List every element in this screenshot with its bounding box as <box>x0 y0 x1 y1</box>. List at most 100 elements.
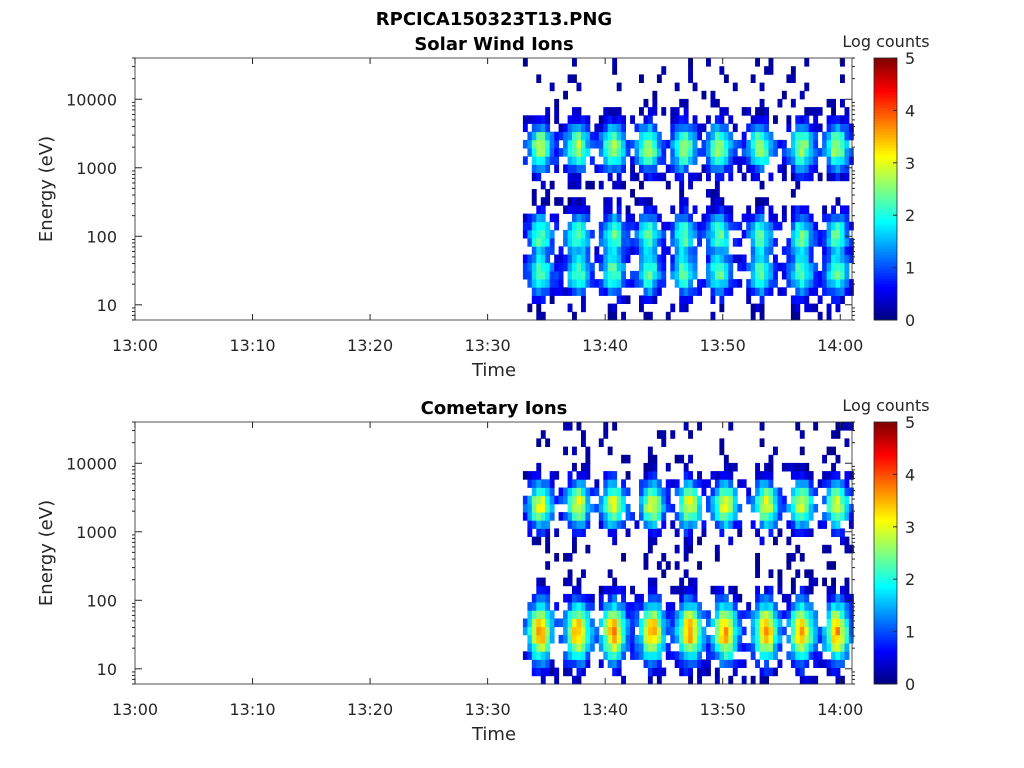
heatmap-cell <box>688 544 693 554</box>
heatmap-cell <box>607 569 613 578</box>
heatmap-cell <box>567 643 573 652</box>
heatmap-cell <box>746 602 752 611</box>
heatmap-cell <box>768 139 774 149</box>
heatmap-cell <box>773 148 778 157</box>
heatmap-cell <box>768 569 774 578</box>
heatmap-cell <box>647 446 653 456</box>
heatmap-cell <box>683 495 689 505</box>
heatmap-cell <box>581 438 586 447</box>
heatmap-cell <box>701 229 707 239</box>
colorbar-segment <box>874 249 897 253</box>
heatmap-cell <box>719 471 725 480</box>
heatmap-cell <box>728 520 734 529</box>
heatmap-cell <box>831 254 836 264</box>
heatmap-cell <box>522 503 528 513</box>
heatmap-cell <box>540 295 546 304</box>
heatmap-cell <box>692 585 698 595</box>
heatmap-cell <box>808 172 814 182</box>
heatmap-cell <box>603 651 609 660</box>
heatmap-cell <box>710 164 716 173</box>
heatmap-cell <box>777 221 783 231</box>
heatmap-cell <box>831 213 836 223</box>
heatmap-cell <box>661 438 667 447</box>
heatmap-cell <box>598 123 604 133</box>
heatmap-cell <box>598 512 604 521</box>
heatmap-cell <box>848 238 854 247</box>
heatmap-cell <box>804 659 810 668</box>
heatmap-cell <box>567 164 573 173</box>
heatmap-cell <box>835 471 841 480</box>
heatmap-cell <box>710 512 716 521</box>
heatmap-cell <box>710 229 716 239</box>
heatmap-cell <box>572 58 577 67</box>
heatmap-cell <box>759 279 765 288</box>
heatmap-cell <box>545 164 551 173</box>
heatmap-cell <box>813 487 819 497</box>
heatmap-cell <box>790 634 796 644</box>
x-tick-label: 13:40 <box>582 700 628 719</box>
heatmap-cell <box>831 287 836 296</box>
heatmap-cell <box>545 610 551 619</box>
colorbar-segment <box>874 553 897 557</box>
heatmap-cell <box>536 585 542 595</box>
heatmap-cell <box>759 107 765 116</box>
heatmap-cell <box>679 156 685 165</box>
heatmap-cell <box>674 454 680 464</box>
heatmap-cell <box>848 422 854 431</box>
colorbar-tick-label: 3 <box>905 154 915 173</box>
heatmap-cell <box>589 131 595 141</box>
heatmap-cell <box>612 618 618 628</box>
heatmap-cell <box>759 98 765 108</box>
heatmap-cell <box>831 610 836 619</box>
heatmap-cell <box>594 626 600 636</box>
heatmap-cell <box>786 262 792 272</box>
colorbar-segment <box>874 223 897 227</box>
heatmap-cell <box>679 197 685 206</box>
heatmap-cell <box>652 495 658 505</box>
heatmap-cell <box>616 602 622 611</box>
heatmap-cell <box>692 634 698 644</box>
heatmap-cell <box>634 593 640 603</box>
heatmap-cell <box>607 585 613 595</box>
heatmap-cell <box>647 107 653 116</box>
heatmap-cell <box>612 520 618 529</box>
heatmap-cell <box>831 487 836 497</box>
heatmap-cell <box>817 520 823 529</box>
heatmap-cell <box>674 82 680 92</box>
heatmap-cell <box>679 577 685 587</box>
heatmap-cell <box>835 139 841 149</box>
heatmap-cell <box>692 82 698 92</box>
heatmap-cell <box>688 270 693 280</box>
heatmap-cell <box>647 585 653 595</box>
heatmap-cell <box>750 74 756 83</box>
heatmap-cell <box>759 503 765 513</box>
heatmap-cell <box>616 205 622 214</box>
heatmap-cell <box>840 115 845 124</box>
heatmap-cell <box>755 58 760 67</box>
heatmap-cell <box>674 254 680 264</box>
heatmap-cell <box>563 123 568 133</box>
colorbar-segment <box>874 244 897 248</box>
heatmap-cell <box>563 651 568 660</box>
heatmap-cell <box>616 123 622 133</box>
heatmap-cell <box>714 156 720 165</box>
heatmap-cell <box>773 643 778 652</box>
heatmap-cell <box>719 446 725 456</box>
heatmap-cell <box>558 197 564 206</box>
heatmap-cell <box>572 254 577 264</box>
heatmap-cell <box>563 618 568 628</box>
heatmap-cell <box>581 659 586 668</box>
heatmap-cell <box>835 172 841 182</box>
heatmap-cell <box>616 148 622 157</box>
heatmap-cell <box>768 205 774 214</box>
heatmap-cell <box>692 156 698 165</box>
heatmap-cell <box>607 528 613 537</box>
heatmap-cell <box>790 503 796 513</box>
heatmap-cell <box>670 164 676 173</box>
colorbar-segment <box>874 474 897 478</box>
heatmap-cell <box>549 270 555 280</box>
heatmap-cell <box>656 238 662 247</box>
heatmap-cell <box>683 528 689 537</box>
heatmap-cell <box>728 659 734 668</box>
heatmap-cell <box>630 156 635 165</box>
